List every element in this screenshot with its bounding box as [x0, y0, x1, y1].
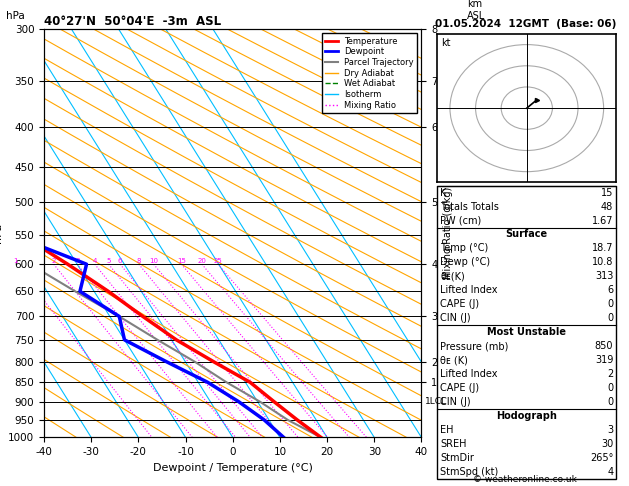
Text: 0: 0	[607, 397, 613, 407]
Text: EH: EH	[440, 425, 454, 435]
Text: 8: 8	[136, 258, 141, 264]
Text: 10: 10	[149, 258, 158, 264]
Text: 4: 4	[607, 467, 613, 477]
Text: 313: 313	[595, 271, 613, 281]
Text: 2: 2	[607, 369, 613, 379]
Text: Hodograph: Hodograph	[496, 411, 557, 421]
Text: θᴇ (K): θᴇ (K)	[440, 355, 468, 365]
Text: Surface: Surface	[506, 229, 548, 240]
Text: CIN (J): CIN (J)	[440, 313, 471, 323]
Text: 48: 48	[601, 202, 613, 211]
Text: Temp (°C): Temp (°C)	[440, 243, 489, 254]
Text: 2: 2	[52, 258, 56, 264]
Text: Most Unstable: Most Unstable	[487, 327, 566, 337]
Text: θᴇ(K): θᴇ(K)	[440, 271, 465, 281]
Text: SREH: SREH	[440, 439, 467, 449]
Text: Lifted Index: Lifted Index	[440, 369, 498, 379]
Text: K: K	[440, 188, 447, 198]
Text: 25: 25	[214, 258, 223, 264]
Text: 1.67: 1.67	[592, 215, 613, 226]
Text: kt: kt	[441, 38, 450, 49]
Text: StmDir: StmDir	[440, 453, 474, 463]
Text: 0: 0	[607, 299, 613, 309]
Text: 1LCL: 1LCL	[425, 397, 447, 406]
Text: 30: 30	[601, 439, 613, 449]
Text: km
ASL: km ASL	[467, 0, 485, 21]
Text: © weatheronline.co.uk: © weatheronline.co.uk	[473, 474, 577, 484]
Text: 01.05.2024  12GMT  (Base: 06): 01.05.2024 12GMT (Base: 06)	[435, 19, 616, 30]
Text: 1: 1	[13, 258, 18, 264]
Text: 3: 3	[607, 425, 613, 435]
Text: 15: 15	[601, 188, 613, 198]
Text: 265°: 265°	[590, 453, 613, 463]
Text: 3: 3	[75, 258, 80, 264]
Text: StmSpd (kt): StmSpd (kt)	[440, 467, 499, 477]
Text: CAPE (J): CAPE (J)	[440, 299, 479, 309]
Text: Lifted Index: Lifted Index	[440, 285, 498, 295]
Text: 6: 6	[607, 285, 613, 295]
Text: 6: 6	[118, 258, 123, 264]
Text: 850: 850	[595, 341, 613, 351]
Legend: Temperature, Dewpoint, Parcel Trajectory, Dry Adiabat, Wet Adiabat, Isotherm, Mi: Temperature, Dewpoint, Parcel Trajectory…	[322, 34, 417, 113]
Text: hPa: hPa	[6, 11, 25, 21]
Text: 4: 4	[92, 258, 97, 264]
Text: 0: 0	[607, 313, 613, 323]
Text: Dewp (°C): Dewp (°C)	[440, 258, 491, 267]
Y-axis label: hPa: hPa	[0, 223, 3, 243]
Text: 0: 0	[607, 383, 613, 393]
Text: Pressure (mb): Pressure (mb)	[440, 341, 509, 351]
Text: Totals Totals: Totals Totals	[440, 202, 499, 211]
Text: 5: 5	[106, 258, 111, 264]
Y-axis label: Mixing Ratio (g/kg): Mixing Ratio (g/kg)	[443, 187, 453, 279]
Text: 319: 319	[595, 355, 613, 365]
Text: 18.7: 18.7	[592, 243, 613, 254]
Text: 10.8: 10.8	[592, 258, 613, 267]
Text: 15: 15	[177, 258, 186, 264]
Text: CIN (J): CIN (J)	[440, 397, 471, 407]
Text: CAPE (J): CAPE (J)	[440, 383, 479, 393]
Text: 20: 20	[198, 258, 206, 264]
X-axis label: Dewpoint / Temperature (°C): Dewpoint / Temperature (°C)	[153, 463, 313, 473]
Text: PW (cm): PW (cm)	[440, 215, 482, 226]
Text: 40°27'N  50°04'E  -3m  ASL: 40°27'N 50°04'E -3m ASL	[44, 15, 221, 28]
